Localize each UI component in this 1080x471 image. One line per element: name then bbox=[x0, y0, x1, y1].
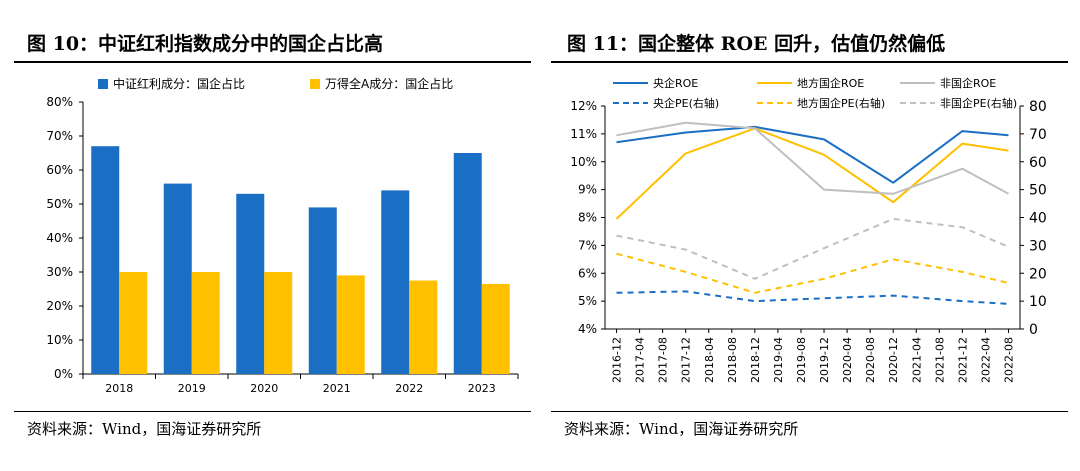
left-bottom-rule bbox=[14, 411, 531, 412]
right-source-note: 资料来源：Wind，国海证券研究所 bbox=[564, 420, 799, 438]
series-line-地方国企ROE bbox=[615, 127, 1009, 220]
y-tick-label: 70% bbox=[46, 129, 73, 143]
bar-万得全A成分：国企占比-2021 bbox=[336, 275, 365, 374]
x-tick-label: 2022 bbox=[395, 382, 423, 395]
x-tick-label: 2019 bbox=[178, 382, 206, 395]
legend-swatch-1 bbox=[310, 79, 320, 89]
x-tick-label: 2021-04 bbox=[910, 337, 923, 383]
right-y-tick-label: 30 bbox=[1029, 238, 1047, 254]
bar-中证红利成分：国企占比-2018 bbox=[91, 146, 120, 374]
x-tick-label: 2021-08 bbox=[933, 337, 946, 383]
legend-label-4: 地方国企PE(右轴) bbox=[797, 96, 885, 110]
right-y-tick-label: 40 bbox=[1029, 211, 1047, 227]
bar-中证红利成分：国企占比-2021 bbox=[308, 207, 337, 374]
right-figure-title: 图 11：国企整体 ROE 回升，估值仍然偏低 bbox=[567, 33, 946, 55]
x-tick-label: 2017-04 bbox=[634, 337, 647, 383]
y-tick-label: 20% bbox=[46, 299, 73, 313]
y-tick-label: 50% bbox=[46, 197, 73, 211]
x-tick-label: 2020 bbox=[250, 382, 278, 395]
series-line-地方国企PE(右轴) bbox=[616, 252, 1009, 294]
x-tick-label: 2016-12 bbox=[611, 337, 624, 383]
left-title-rule bbox=[14, 61, 531, 63]
x-tick-label: 2018-12 bbox=[749, 337, 762, 383]
x-tick-label: 2017-12 bbox=[680, 337, 693, 383]
bar-中证红利成分：国企占比-2022 bbox=[381, 190, 410, 374]
x-tick-label: 2018-08 bbox=[726, 337, 739, 383]
x-tick-label: 2018 bbox=[105, 382, 133, 395]
bar-chart: 中证红利成分：国企占比 万得全A成分：国企占比 0% 10% 20% 30% 40% 50% 6… bbox=[46, 76, 519, 395]
left-y-tick-label: 7% bbox=[578, 238, 597, 252]
x-tick-label: 2019-08 bbox=[795, 337, 808, 383]
right-bottom-rule bbox=[551, 411, 1068, 412]
right-y-tick-label: 80 bbox=[1029, 99, 1047, 115]
right-y-tick-label: 60 bbox=[1029, 155, 1047, 171]
x-tick-label: 2022-08 bbox=[1002, 337, 1015, 383]
series-line-央企ROE bbox=[616, 125, 1009, 184]
legend-label-3: 央企PE(右轴) bbox=[653, 96, 719, 110]
y-tick-label: 80% bbox=[46, 95, 73, 109]
y-tick-label: 30% bbox=[46, 265, 73, 279]
legend-label-1: 万得全A成分：国企占比 bbox=[325, 76, 453, 91]
left-figure-title: 图 10：中证红利指数成分中的国企占比高 bbox=[27, 33, 384, 55]
bar-中证红利成分：国企占比-2019 bbox=[163, 183, 192, 374]
bar-万得全A成分：国企占比-2018 bbox=[119, 272, 148, 374]
right-y-tick-label: 20 bbox=[1029, 266, 1047, 282]
right-y-tick-label: 0 bbox=[1029, 322, 1038, 338]
x-tick-label: 2021 bbox=[323, 382, 351, 395]
x-tick-label: 2020-04 bbox=[841, 337, 854, 383]
x-tick-label: 2022-04 bbox=[979, 337, 992, 383]
y-tick-label: 60% bbox=[46, 163, 73, 177]
left-y-tick-label: 11% bbox=[570, 127, 597, 141]
series-line-央企PE(右轴) bbox=[616, 290, 1009, 305]
line-chart: 央企ROE 地方国企ROE 非国企ROE 央企PE(右轴) 地方国企PE(右轴) 非国企P… bbox=[570, 76, 1047, 383]
series-line-非国企PE(右轴) bbox=[616, 217, 1009, 280]
left-y-tick-label: 12% bbox=[570, 99, 597, 113]
legend-label-5: 非国企PE(右轴) bbox=[940, 96, 1017, 110]
y-tick-label: 40% bbox=[46, 231, 73, 245]
legend-label-1: 地方国企ROE bbox=[797, 76, 864, 90]
x-tick-label: 2020-08 bbox=[864, 337, 877, 383]
x-tick-label: 2019-12 bbox=[818, 337, 831, 383]
x-tick-label: 2020-12 bbox=[887, 337, 900, 383]
right-y-tick-label: 10 bbox=[1029, 294, 1047, 310]
left-y-tick-label: 10% bbox=[570, 155, 597, 169]
right-title-rule bbox=[551, 61, 1068, 63]
left-y-tick-label: 4% bbox=[578, 322, 597, 336]
legend-label-0: 中证红利成分：国企占比 bbox=[113, 76, 245, 91]
x-tick-label: 2023 bbox=[468, 382, 496, 395]
legend-label-0: 央企ROE bbox=[653, 76, 698, 90]
bar-万得全A成分：国企占比-2020 bbox=[264, 272, 293, 374]
legend-swatch-0 bbox=[98, 79, 108, 89]
y-tick-label: 10% bbox=[46, 333, 73, 347]
left-y-tick-label: 5% bbox=[578, 294, 597, 308]
left-source-note: 资料来源：Wind，国海证券研究所 bbox=[27, 420, 262, 438]
bar-万得全A成分：国企占比-2022 bbox=[409, 280, 438, 374]
series-line-非国企ROE bbox=[616, 121, 1009, 195]
bar-中证红利成分：国企占比-2023 bbox=[453, 153, 482, 374]
x-tick-label: 2021-12 bbox=[956, 337, 969, 383]
x-tick-label: 2018-04 bbox=[703, 337, 716, 383]
left-y-tick-label: 8% bbox=[578, 211, 597, 225]
x-tick-label: 2019-04 bbox=[772, 337, 785, 383]
bar-中证红利成分：国企占比-2020 bbox=[236, 193, 265, 374]
bar-万得全A成分：国企占比-2019 bbox=[191, 272, 220, 374]
bar-万得全A成分：国企占比-2023 bbox=[481, 283, 510, 374]
left-y-tick-label: 6% bbox=[578, 266, 597, 280]
left-y-tick-label: 9% bbox=[578, 183, 597, 197]
legend-label-2: 非国企ROE bbox=[940, 76, 996, 90]
x-tick-label: 2017-08 bbox=[657, 337, 670, 383]
y-tick-label: 0% bbox=[54, 367, 73, 381]
right-y-tick-label: 70 bbox=[1029, 127, 1047, 143]
right-y-tick-label: 50 bbox=[1029, 183, 1047, 199]
